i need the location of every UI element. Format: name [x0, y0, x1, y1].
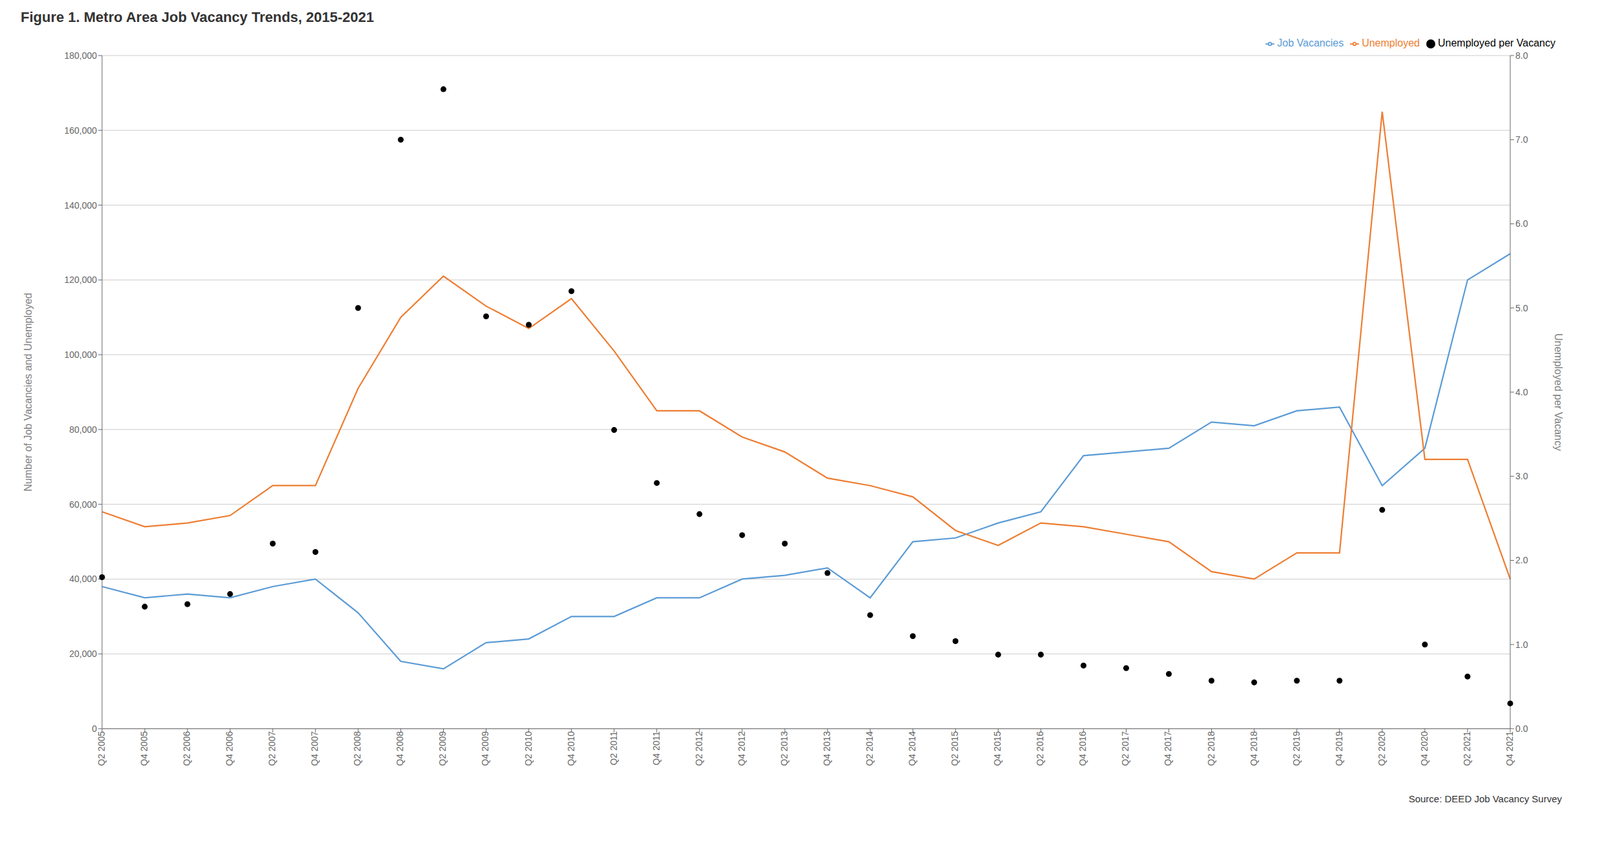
svg-text:Q2 2017: Q2 2017 [1120, 731, 1131, 767]
svg-text:Q2 2019: Q2 2019 [1291, 731, 1302, 767]
svg-text:160,000: 160,000 [63, 125, 97, 136]
svg-text:Q2 2021: Q2 2021 [1461, 731, 1473, 767]
svg-text:Q4 2011: Q4 2011 [651, 731, 662, 766]
svg-text:40,000: 40,000 [69, 573, 97, 584]
svg-text:2.0: 2.0 [1515, 554, 1529, 566]
html-text:Source: DEED Job Vacancy Surve: Source: DEED Job Vacancy Survey [1408, 793, 1562, 805]
svg-text:Q4 2019: Q4 2019 [1333, 731, 1345, 767]
svg-text:Q2 2012: Q2 2012 [693, 731, 705, 767]
svg-text:Q4 2017: Q4 2017 [1162, 731, 1174, 767]
html-text:Job Vacancies: Job Vacancies [1277, 37, 1344, 49]
svg-text:Q2 2007: Q2 2007 [266, 731, 278, 767]
svg-text:Q4 2016: Q4 2016 [1077, 731, 1088, 767]
svg-text:Q2 2010: Q2 2010 [523, 731, 534, 767]
svg-text:Unemployed per Vacancy: Unemployed per Vacancy [1552, 333, 1564, 451]
svg-text:Number of Job Vacancies and Un: Number of Job Vacancies and Unemployed [22, 292, 34, 491]
svg-text:5.0: 5.0 [1515, 302, 1529, 314]
svg-text:Q2 2008: Q2 2008 [352, 731, 363, 767]
svg-text:Q2 2009: Q2 2009 [437, 731, 448, 767]
svg-text:180,000: 180,000 [63, 50, 97, 61]
svg-text:80,000: 80,000 [69, 424, 97, 435]
svg-text:Q2 2013: Q2 2013 [779, 731, 790, 767]
svg-text:Q4 2006: Q4 2006 [224, 731, 235, 767]
svg-text:0: 0 [91, 723, 97, 734]
html-text:Figure 1. Metro Area Job Vacan: Figure 1. Metro Area Job Vacancy Trends,… [20, 9, 375, 26]
svg-text:6.0: 6.0 [1515, 218, 1529, 229]
svg-text:4.0: 4.0 [1515, 386, 1529, 398]
svg-text:Q2 2014: Q2 2014 [864, 731, 875, 767]
svg-text:Q2 2016: Q2 2016 [1034, 731, 1046, 767]
svg-text:Q4 2021: Q4 2021 [1504, 731, 1515, 767]
svg-text:Q2 2020: Q2 2020 [1376, 731, 1387, 767]
svg-text:0.0: 0.0 [1515, 723, 1529, 734]
svg-text:1.0: 1.0 [1515, 639, 1529, 650]
svg-text:Q4 2012: Q4 2012 [736, 731, 747, 767]
html-text:Unemployed per Vacancy: Unemployed per Vacancy [1437, 37, 1556, 49]
svg-text:Q2 2006: Q2 2006 [181, 731, 192, 767]
svg-text:8.0: 8.0 [1515, 50, 1529, 61]
svg-text:Q4 2013: Q4 2013 [821, 731, 832, 767]
svg-text:Q4 2018: Q4 2018 [1248, 731, 1259, 767]
svg-text:Q2 2018: Q2 2018 [1205, 731, 1217, 767]
svg-text:Q4 2008: Q4 2008 [394, 731, 406, 767]
svg-text:Q4 2015: Q4 2015 [992, 731, 1003, 767]
svg-text:100,000: 100,000 [63, 349, 97, 360]
svg-text:120,000: 120,000 [63, 274, 97, 285]
svg-text:Q2 2011: Q2 2011 [608, 731, 619, 766]
svg-text:Q4 2020: Q4 2020 [1419, 731, 1430, 767]
svg-text:Q2 2005: Q2 2005 [96, 731, 107, 767]
svg-text:140,000: 140,000 [63, 200, 97, 211]
svg-text:Q4 2010: Q4 2010 [565, 731, 577, 767]
svg-text:Q4 2007: Q4 2007 [309, 731, 320, 767]
svg-text:Q2 2015: Q2 2015 [949, 731, 960, 767]
svg-text:20,000: 20,000 [69, 648, 97, 659]
svg-text:Q4 2005: Q4 2005 [138, 731, 150, 767]
svg-text:7.0: 7.0 [1515, 134, 1529, 145]
svg-text:3.0: 3.0 [1515, 470, 1529, 482]
svg-text:Q4 2009: Q4 2009 [479, 731, 491, 767]
html-text:Unemployed: Unemployed [1361, 37, 1420, 49]
svg-text:60,000: 60,000 [69, 499, 97, 510]
svg-text:Q4 2014: Q4 2014 [906, 731, 918, 767]
